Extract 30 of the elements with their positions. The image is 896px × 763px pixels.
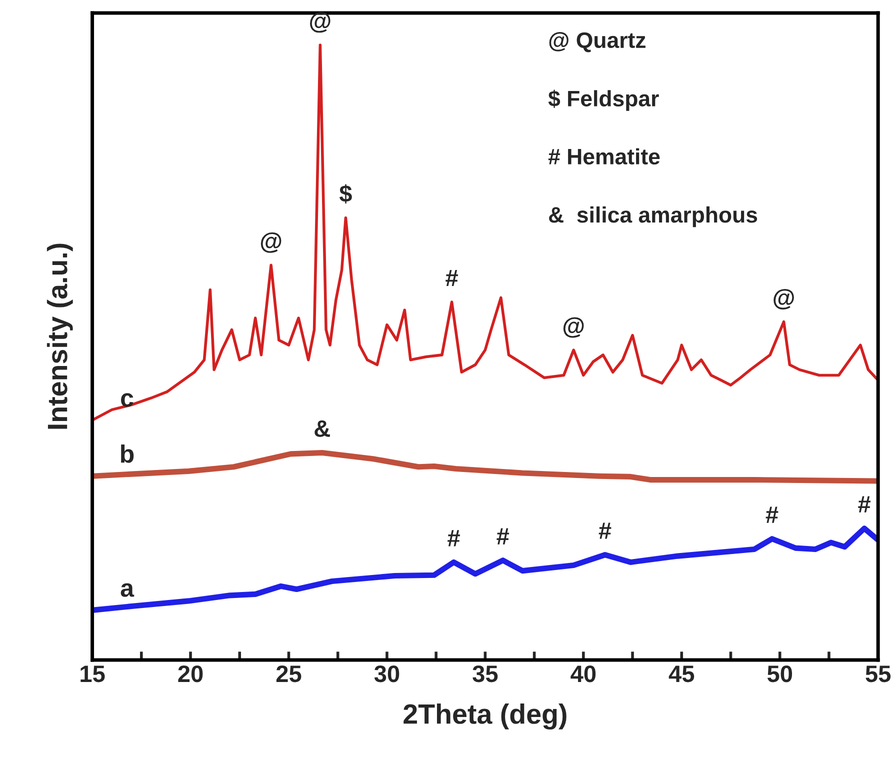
annotation: @ — [260, 232, 282, 253]
annotation: # — [496, 528, 510, 544]
x-tick-label: 20 — [178, 665, 203, 682]
annotation: @ Quartz — [549, 32, 646, 52]
annotation: @ — [774, 288, 794, 310]
x-tick-label: 30 — [374, 665, 400, 682]
series-label: c — [121, 393, 134, 407]
annotation: @ — [563, 317, 584, 338]
series-label: a — [120, 583, 134, 597]
annotation: @ — [310, 12, 330, 33]
x-tick-label: 50 — [767, 665, 792, 682]
y-axis-title: Intensity (a.u.) — [46, 244, 73, 429]
series-label: b — [121, 444, 134, 463]
annotation: # — [858, 496, 871, 512]
annotation: & silica amarphous — [549, 206, 758, 228]
annotation: & — [314, 420, 330, 437]
annotation: # — [446, 270, 458, 286]
annotation: # — [448, 530, 460, 546]
x-tick-label: 35 — [472, 665, 498, 682]
x-tick-label: 40 — [570, 665, 596, 682]
annotation: # — [766, 506, 778, 523]
annotation: # — [598, 522, 612, 539]
x-tick-label: 55 — [866, 666, 891, 682]
x-tick-label: 45 — [668, 666, 694, 682]
annotation: $ Feldspar — [548, 90, 659, 111]
annotation: $ — [339, 184, 352, 204]
x-tick-label: 25 — [276, 665, 302, 682]
x-axis-title: 2Theta (deg) — [404, 704, 566, 730]
annotation: # Hematite — [548, 148, 660, 165]
x-tick-label: 15 — [80, 666, 105, 682]
